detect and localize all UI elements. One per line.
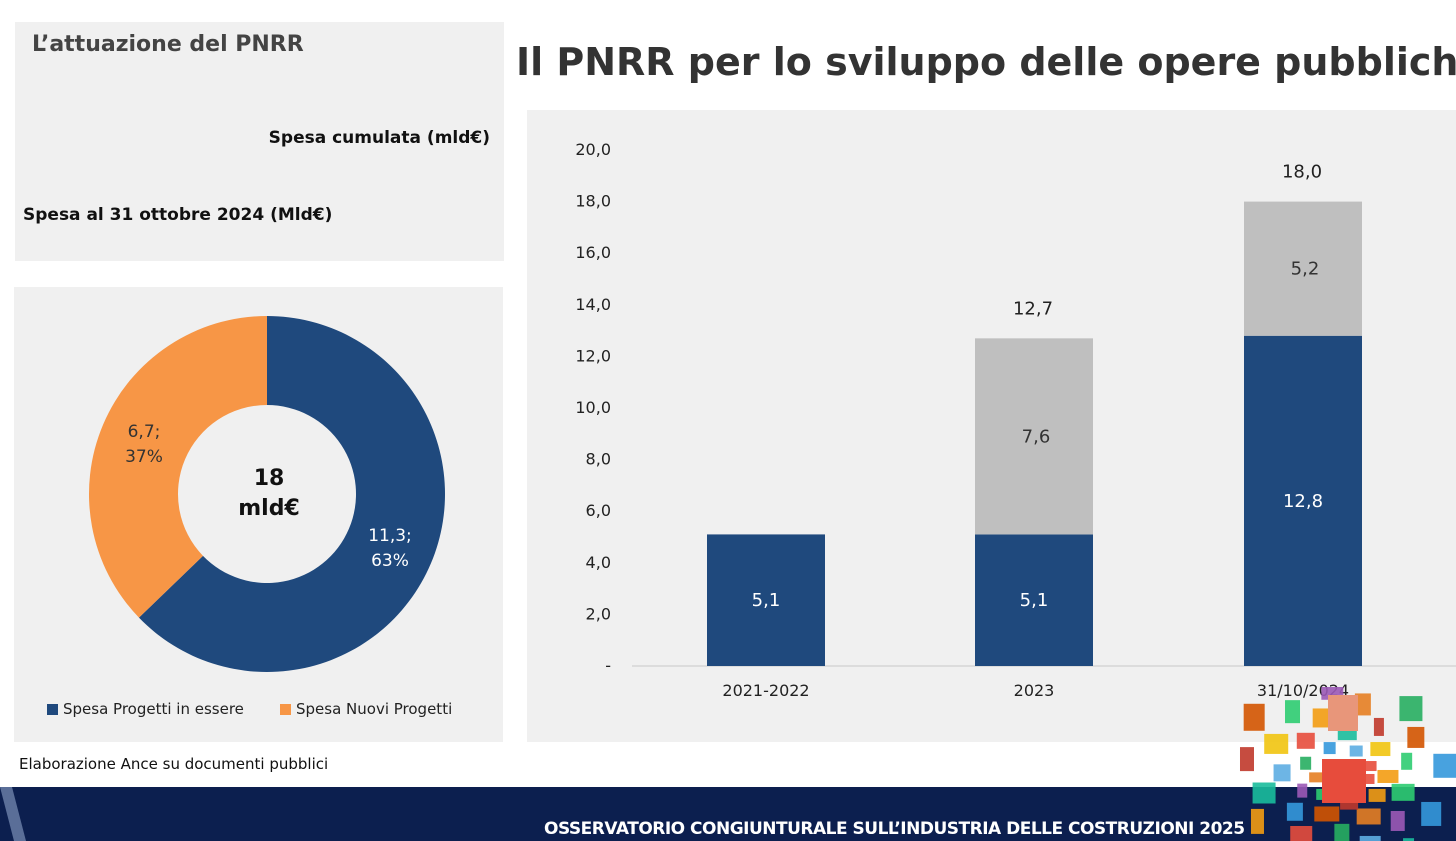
logo-cube	[1391, 783, 1415, 801]
donut-center-unit: mld€	[238, 496, 300, 521]
y-tick-label: 2,0	[586, 604, 611, 623]
y-tick-label: 6,0	[586, 501, 611, 520]
logo-cube	[1334, 823, 1350, 841]
legend-label-progetti-in-essere: Spesa Progetti in essere	[63, 700, 244, 718]
logo-cube	[1296, 732, 1315, 749]
bar-chart: - 2,0 4,0 6,0 8,0 10,0 12,0 14,0 16,0 18,0 20,0 5,1…	[575, 140, 1456, 700]
x-tick-label: 2021-2022	[722, 681, 809, 700]
logo-cube	[1314, 806, 1340, 822]
bar-data-label: 5,2	[1291, 259, 1320, 280]
donut-label-orange: 6,7; 37%	[125, 422, 163, 467]
bar-segment-progetti-in-essere	[707, 534, 825, 666]
y-tick-label: 4,0	[586, 553, 611, 572]
logo-cube	[1421, 801, 1442, 826]
y-tick-label: 14,0	[575, 295, 611, 314]
logo-cube	[1433, 753, 1456, 778]
logo-cube	[1399, 696, 1423, 722]
source-note: Elaborazione Ance su documenti pubblici	[19, 755, 329, 773]
logo-cube	[1368, 788, 1386, 802]
logo-cube	[1285, 700, 1301, 724]
section-title: L’attuazione del PNRR	[32, 32, 304, 57]
y-tick-label: 20,0	[575, 140, 611, 159]
x-tick-label: 2023	[1014, 681, 1055, 700]
y-tick-label: 8,0	[586, 450, 611, 469]
bar-segment-progetti-in-essere	[1244, 335, 1362, 666]
summary-panel: L’attuazione del PNRR Spesa cumulata (ml…	[15, 22, 504, 261]
logo-cube	[1290, 825, 1313, 841]
bar-data-label: 12,8	[1283, 491, 1323, 512]
legend-item-progetti-in-essere: Spesa Progetti in essere	[47, 700, 244, 718]
y-tick-label: 18,0	[575, 192, 611, 211]
donut-center-value: 18	[254, 466, 285, 491]
legend-swatch-blue	[47, 703, 58, 715]
logo-cube	[1407, 726, 1425, 748]
footer-stripe-decoration	[0, 787, 26, 841]
legend-label-nuovi-progetti: Spesa Nuovi Progetti	[296, 700, 453, 718]
bar-data-label: 5,1	[752, 590, 781, 611]
spesa-cumulata-label: Spesa cumulata (mld€)	[268, 128, 490, 148]
donut-slice-nuovi-progetti	[88, 316, 268, 618]
colorful-cubes-logo	[1239, 687, 1456, 841]
y-tick-label: 12,0	[575, 346, 611, 365]
spesa-ottobre-label: Spesa al 31 ottobre 2024 (Mld€)	[23, 205, 333, 225]
logo-cube	[1322, 759, 1366, 803]
page-title: Il PNRR per lo sviluppo delle opere pubb…	[516, 40, 1456, 84]
logo-cube	[1349, 745, 1363, 757]
bar-segment-nuovi-progetti	[975, 338, 1093, 535]
logo-cube	[1239, 747, 1254, 772]
logo-cube	[1390, 810, 1405, 831]
donut-chart: 11,3; 63% 6,7; 37% 18 mld€	[88, 316, 445, 672]
logo-cube	[1300, 756, 1312, 770]
bar-total-label: 18,0	[1282, 162, 1322, 183]
logo-cube	[1401, 752, 1413, 770]
logo-cube	[1309, 772, 1330, 783]
footer-text: OSSERVATORIO CONGIUNTURALE SULL’INDUSTRI…	[544, 819, 1245, 839]
donut-label-blue: 11,3; 63%	[368, 526, 412, 571]
logo-cube	[1328, 695, 1358, 731]
legend-swatch-orange	[280, 703, 291, 715]
logo-cube	[1250, 808, 1264, 834]
donut-slice-progetti-in-essere	[138, 316, 445, 672]
logo-cube	[1252, 782, 1276, 804]
y-tick-label: 16,0	[575, 243, 611, 262]
legend-item-nuovi-progetti: Spesa Nuovi Progetti	[280, 700, 452, 718]
y-tick-label: 10,0	[575, 398, 611, 417]
bar-data-label: 5,1	[1020, 590, 1049, 611]
bar-segment-progetti-in-essere	[975, 534, 1093, 666]
logo-cube	[1356, 808, 1381, 825]
logo-cube	[1286, 802, 1303, 821]
logo-cube	[1362, 761, 1377, 772]
bar-data-label: 7,6	[1022, 426, 1051, 447]
logo-cube	[1354, 693, 1371, 716]
bar-segment-nuovi-progetti	[1244, 201, 1362, 336]
logo-cube	[1377, 769, 1399, 783]
logo-cube	[1243, 703, 1265, 731]
y-tick-label: -	[605, 656, 611, 675]
logo-cube	[1403, 838, 1415, 841]
logo-cube	[1297, 783, 1308, 798]
logo-cube	[1323, 742, 1336, 755]
bar-total-label: 12,7	[1013, 298, 1053, 319]
logo-cube	[1364, 773, 1375, 784]
logo-cube	[1370, 742, 1391, 757]
footer-band: OSSERVATORIO CONGIUNTURALE SULL’INDUSTRI…	[0, 787, 1456, 841]
logo-cube	[1373, 717, 1384, 736]
logo-cube	[1359, 835, 1381, 841]
logo-cube	[1264, 733, 1289, 754]
logo-cube	[1273, 764, 1291, 782]
